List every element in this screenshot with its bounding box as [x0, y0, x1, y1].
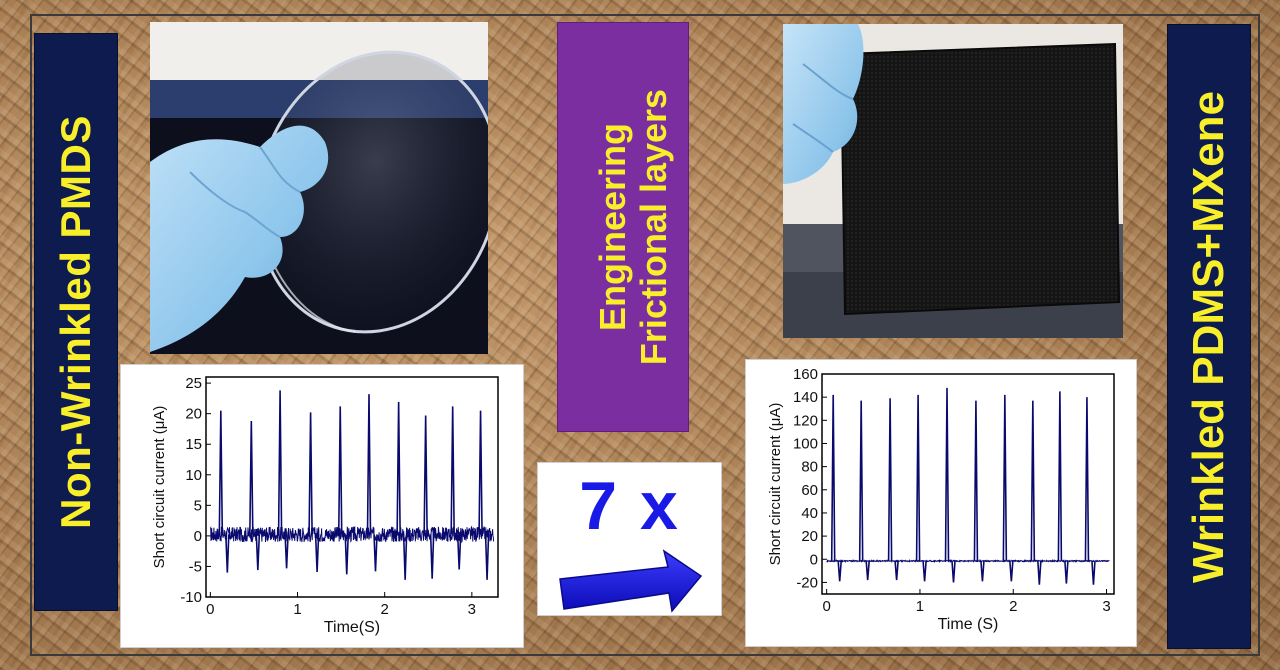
current-peak: [366, 394, 378, 572]
enhancement-box: 7 x: [537, 462, 722, 616]
y-tick-label: 5: [194, 497, 202, 514]
mxene-sponge-illustration: [783, 24, 1123, 338]
plot-frame: [205, 376, 499, 598]
current-peak: [887, 398, 899, 581]
wrinkled-label: Wrinkled PDMS+MXene: [1167, 24, 1251, 649]
engineering-frictional-layers-label: Engineering Frictional layers: [557, 22, 689, 432]
current-peak: [423, 415, 435, 579]
current-peak: [1002, 394, 1014, 582]
x-tick-label: 1: [916, 598, 924, 615]
x-tick-label: 1: [293, 601, 301, 618]
current-peak: [277, 390, 289, 569]
y-tick-label: 0: [194, 528, 202, 545]
y-tick-label: 80: [801, 459, 818, 476]
current-peak: [915, 394, 927, 582]
y-axis-label: Short circuit current (μA): [767, 403, 784, 566]
current-peak: [218, 410, 230, 573]
y-tick-label: 40: [801, 505, 818, 522]
current-peak: [830, 394, 842, 582]
current-peak: [1030, 400, 1042, 585]
y-tick-label: 100: [793, 435, 818, 452]
noise-trace: [209, 525, 495, 544]
x-tick-label: 2: [381, 601, 389, 618]
y-tick-label: -5: [189, 558, 202, 575]
x-tick-label: 0: [822, 598, 830, 615]
y-tick-label: 160: [793, 366, 818, 383]
y-tick-label: 20: [801, 528, 818, 545]
y-axis-label: Short circuit current (μA): [151, 406, 168, 569]
y-tick-label: 10: [185, 467, 202, 484]
current-peak: [249, 420, 261, 571]
non-wrinkled-current-plot: -10 -5 0 5 10 15 20 25 0 1 2 3 Time(S) Short circuit …: [120, 364, 524, 648]
y-tick-label: 25: [185, 375, 202, 392]
current-peak: [973, 400, 985, 582]
enhancement-factor: 7 x: [579, 468, 680, 544]
non-wrinkled-current-chart: -10 -5 0 5 10 15 20 25 0 1 2 3 Time(S) Short circuit …: [151, 375, 499, 636]
y-tick-label: 140: [793, 389, 818, 406]
x-axis-label: Time (S): [938, 616, 999, 633]
y-tick-label: 120: [793, 412, 818, 429]
frictional-layers-text: Frictional layers: [633, 88, 675, 366]
current-peak: [1084, 397, 1096, 585]
wrinkled-mxene-photo: [783, 24, 1123, 338]
y-tick-label: 20: [185, 406, 202, 423]
x-tick-label: 0: [206, 601, 214, 618]
current-peak: [308, 412, 320, 572]
y-tick-label: 0: [810, 551, 818, 568]
y-tick-label: -10: [180, 589, 202, 606]
y-tick-label: -20: [796, 574, 818, 591]
y-tick-label: 60: [801, 482, 818, 499]
right-arrow-icon: [559, 549, 703, 613]
current-peak: [858, 400, 870, 581]
wrinkled-current-plot: -20 0 20 40 60 80 100 120 140 160 0 1 2 3 Time (S) Shor…: [745, 359, 1137, 647]
y-tick-label: 15: [185, 436, 202, 453]
non-wrinkled-label: Non-Wrinkled PMDS: [34, 33, 118, 611]
current-peak: [944, 387, 956, 583]
current-peak: [478, 410, 490, 580]
current-peak: [337, 406, 350, 575]
x-tick-label: 2: [1009, 598, 1017, 615]
x-axis-label: Time(S): [324, 619, 380, 636]
wrinkled-label-text: Wrinkled PDMS+MXene: [1184, 90, 1233, 583]
pdms-film-photo: [150, 22, 488, 354]
x-tick-label: 3: [1102, 598, 1110, 615]
engineering-text: Engineering: [591, 122, 633, 332]
current-peak: [450, 406, 462, 570]
non-wrinkled-label-text: Non-Wrinkled PMDS: [52, 115, 99, 529]
current-peak: [396, 402, 408, 580]
pdms-film-illustration: [150, 22, 488, 354]
x-tick-label: 3: [468, 601, 476, 618]
current-peak: [1057, 391, 1069, 584]
plot-frame: [821, 373, 1115, 595]
